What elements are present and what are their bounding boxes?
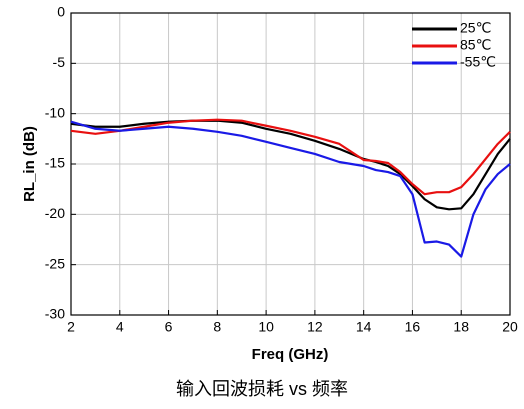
chart-title: 输入回波损耗 vs 频率 (176, 379, 348, 399)
x-tick-label: 2 (67, 319, 75, 335)
x-tick-label: 18 (453, 319, 469, 335)
x-tick-label: 20 (502, 319, 518, 335)
x-tick-label: 16 (405, 319, 421, 335)
x-tick-label: 14 (356, 319, 372, 335)
legend-label: 85℃ (460, 37, 491, 53)
series-line (70, 118, 511, 196)
x-tick-label: 10 (258, 319, 274, 335)
y-tick-label: -10 (45, 104, 65, 120)
x-tick-label: 12 (307, 319, 323, 335)
y-tick-label: 0 (57, 4, 65, 20)
x-tick-label: 8 (213, 319, 221, 335)
y-tick-label: -25 (45, 255, 65, 271)
series-line (70, 119, 511, 211)
legend-label: -55℃ (460, 54, 496, 70)
y-tick-label: -15 (45, 155, 65, 171)
x-tick-label: 6 (165, 319, 173, 335)
x-tick-label: 4 (116, 319, 124, 335)
y-axis-label: RL_in (dB) (21, 126, 38, 202)
y-tick-label: -5 (53, 54, 66, 70)
y-tick-label: -30 (45, 306, 65, 322)
legend-label: 25℃ (460, 20, 491, 36)
y-tick-label: -20 (45, 205, 65, 221)
x-axis-label: Freq (GHz) (252, 346, 329, 363)
series-line (70, 120, 511, 258)
